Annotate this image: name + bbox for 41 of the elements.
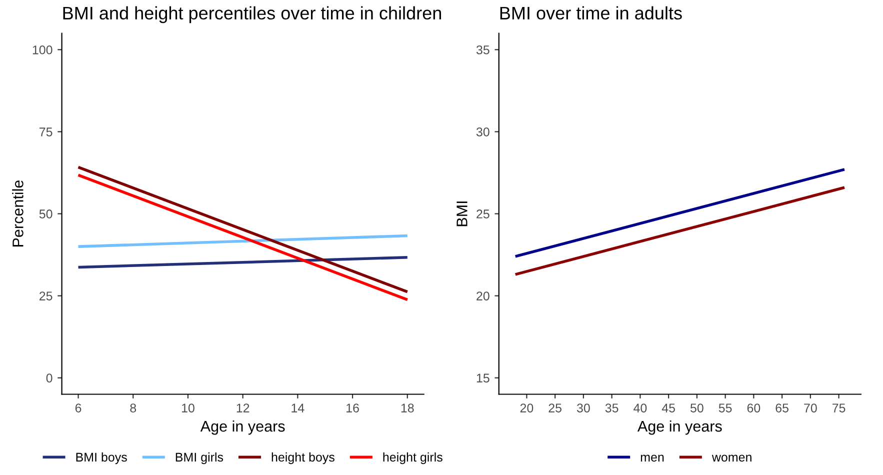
y-tick-label: 30	[476, 128, 490, 136]
chart-title: BMI and height percentiles over time in children	[63, 6, 442, 24]
legend-label: BMI girls	[176, 452, 224, 464]
y-tick-label: 15	[476, 374, 490, 382]
y-tick-label: 25	[476, 210, 490, 218]
x-tick-label: 75	[832, 404, 846, 412]
y-tick-label: 75	[40, 128, 52, 136]
x-tick-label: 65	[776, 404, 788, 412]
legend-label: women	[712, 454, 752, 462]
y-tick-label: 0	[46, 374, 52, 382]
x-tick-label: 18	[401, 404, 414, 412]
x-tick-label: 45	[662, 404, 675, 412]
x-tick-label: 14	[292, 404, 304, 412]
y-axis-title: BMI	[456, 202, 468, 226]
x-tick-label: 12	[236, 404, 250, 412]
x-tick-label: 25	[548, 404, 562, 412]
legend-label: BMI boys	[76, 452, 127, 464]
x-tick-label: 6	[75, 404, 82, 412]
x-tick-label: 20	[520, 404, 534, 412]
x-tick-label: 16	[346, 404, 359, 412]
y-tick-label: 50	[39, 210, 52, 218]
y-tick-label: 35	[476, 45, 490, 54]
x-tick-label: 40	[634, 404, 647, 412]
legend-label: men	[640, 454, 664, 462]
legend-label: height girls	[383, 452, 442, 464]
x-tick-label: 60	[747, 404, 760, 412]
x-tick-label: 10	[182, 404, 194, 412]
y-tick-label: 20	[476, 292, 490, 300]
x-tick-label: 70	[804, 404, 817, 412]
chart-title: BMI over time in adults	[500, 6, 682, 20]
y-tick-label: 25	[40, 292, 52, 300]
y-tick-label: 100	[32, 45, 52, 54]
x-tick-label: 50	[690, 404, 704, 412]
x-tick-label: 35	[605, 404, 618, 412]
x-axis-title: Age in years	[200, 420, 285, 435]
x-tick-label: 30	[576, 404, 590, 412]
legend-label: height boys	[272, 452, 334, 464]
x-tick-label: 55	[718, 404, 732, 412]
y-axis-title: Percentile	[12, 180, 24, 246]
x-tick-label: 8	[130, 404, 136, 412]
x-axis-title: Age in years	[637, 420, 722, 435]
